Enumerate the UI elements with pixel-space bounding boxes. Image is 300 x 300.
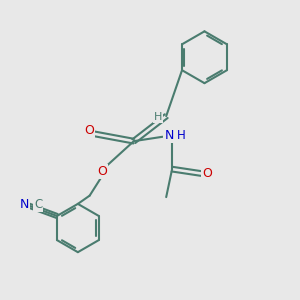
Text: O: O [84,124,94,137]
Text: O: O [202,167,212,180]
Text: O: O [98,165,107,178]
Text: H: H [177,129,186,142]
Text: H: H [154,112,162,122]
Text: N: N [164,129,174,142]
Text: N: N [20,198,29,211]
Text: C: C [34,198,43,211]
